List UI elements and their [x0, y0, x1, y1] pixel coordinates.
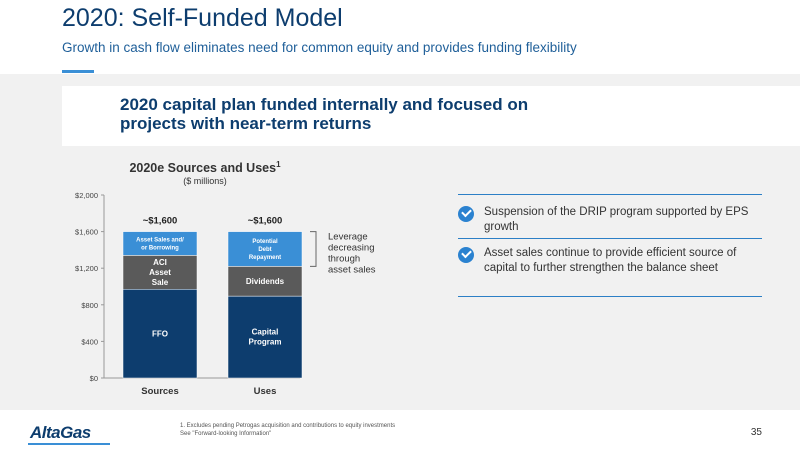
y-tick-label: $1,200: [75, 264, 98, 273]
check-icon: [458, 247, 474, 263]
y-tick-label: $400: [81, 337, 98, 346]
bar-segment-label: Potential: [252, 239, 278, 245]
y-tick-label: $0: [90, 374, 98, 383]
bar-segment: [122, 231, 198, 256]
accent-bar: [62, 70, 94, 73]
bar-segment-label: Capital: [252, 328, 279, 337]
bar-segment: [227, 266, 303, 297]
callout-text: 2020 capital plan funded internally and …: [120, 95, 529, 133]
annotation-text: decreasing: [328, 243, 374, 254]
altagas-logo: AltaGas: [28, 423, 110, 445]
x-category-label: Sources: [141, 386, 179, 397]
bullet-text: Asset sales continue to provide efficien…: [484, 247, 737, 274]
bar-segment-label: Program: [249, 338, 282, 347]
bar-segment: [227, 295, 303, 379]
bar-segment-label: ACI: [153, 258, 167, 267]
bar-segment-label: Debt: [258, 247, 271, 253]
annotation-text: through: [328, 254, 360, 265]
bullet-text: Suspension of the DRIP program supported…: [484, 206, 749, 233]
footnote-1: 1. Excludes pending Petrogas acquisition…: [180, 423, 396, 429]
y-tick-label: $1,600: [75, 228, 98, 237]
annotation-text: asset sales: [328, 265, 376, 276]
footnote-2: See "Forward-looking Information": [180, 430, 272, 437]
annotation-bracket: [310, 231, 317, 267]
annotation-text: Leverage: [328, 232, 368, 243]
callout-box: 2020 capital plan funded internally and …: [62, 86, 800, 146]
bar-segment-label: FFO: [152, 329, 168, 338]
bullet-divider: [458, 238, 762, 239]
bar-total-label: ~$1,600: [248, 216, 283, 227]
bullet-divider: [458, 194, 762, 195]
chart-subtitle: ($ millions): [183, 176, 227, 186]
bar-segment-label: Repayment: [249, 255, 281, 261]
y-tick-label: $2,000: [75, 191, 98, 200]
bar-segment: [227, 231, 303, 267]
bar-segment: [122, 255, 198, 290]
bullet-divider: [458, 296, 762, 297]
bar-segment: [122, 288, 198, 379]
bar-segment-label: or Borrowing: [141, 245, 179, 251]
slide-title: 2020: Self-Funded Model: [62, 4, 343, 32]
page-number: 35: [750, 427, 762, 438]
bar-segment-label: Dividends: [246, 277, 285, 286]
y-tick-label: $800: [81, 301, 98, 310]
bar-segment-label: Asset Sales and/: [136, 237, 184, 243]
check-icon: [458, 206, 474, 222]
sources-uses-chart: 2020e Sources and Uses1($ millions) $0 $40…: [75, 160, 376, 397]
footer: AltaGas 1. Excludes pending Petrogas acq…: [0, 410, 800, 450]
slide-subtitle: Growth in cash flow eliminates need for …: [62, 40, 577, 55]
bar-total-label: ~$1,600: [143, 216, 178, 227]
bar-segment-label: Asset: [149, 268, 171, 277]
footnote: 1. Excludes pending Petrogas acquisition…: [180, 423, 395, 438]
x-category-label: Uses: [254, 386, 277, 397]
bar-segment-label: Sale: [152, 278, 169, 287]
chart-title: 2020e Sources and Uses1: [129, 160, 281, 175]
